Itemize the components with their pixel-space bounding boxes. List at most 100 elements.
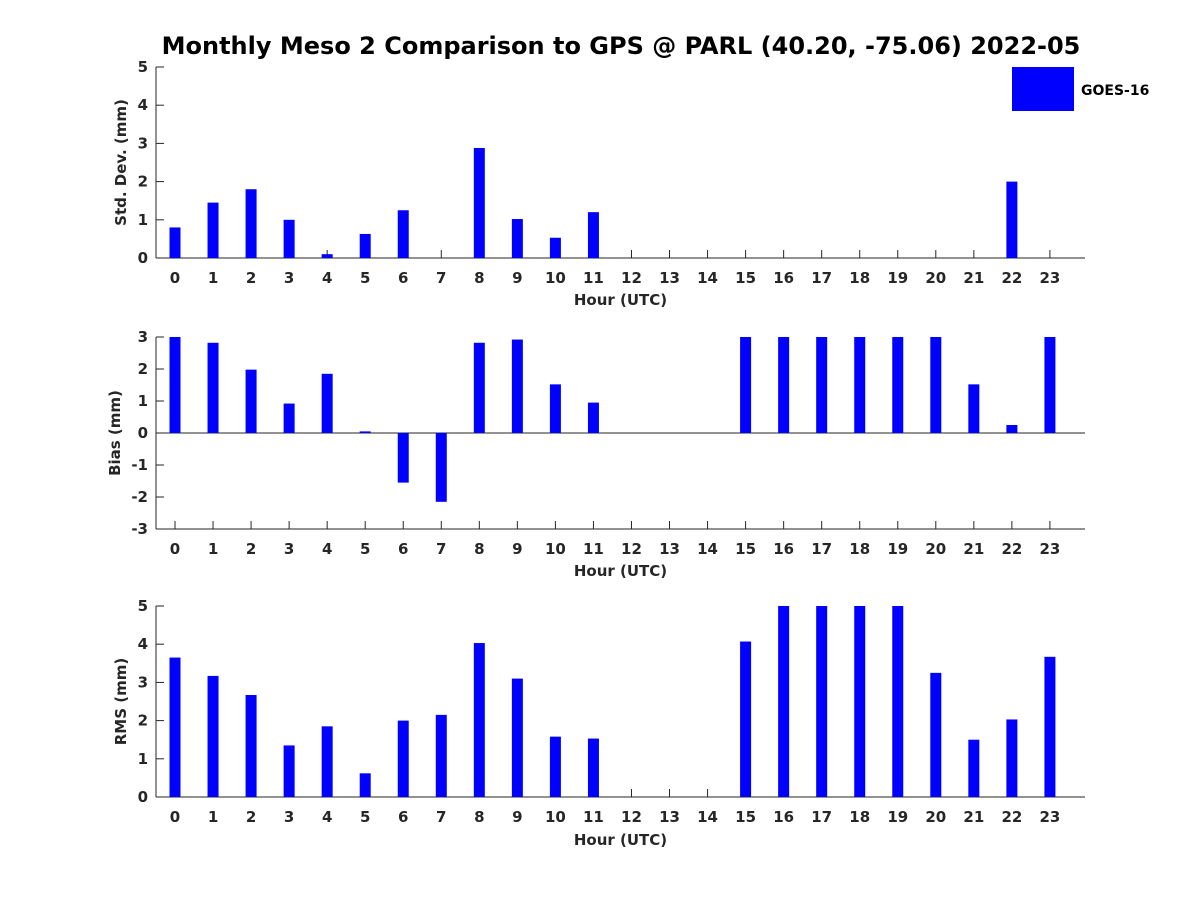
- bar-bias-hour-19: [892, 337, 904, 433]
- bar-rms-hour-3: [283, 745, 295, 797]
- x-tick-label: 23: [1039, 808, 1060, 826]
- x-tick-label: 19: [887, 269, 908, 287]
- x-tick-label: 22: [1001, 808, 1022, 826]
- x-tick-label: 13: [659, 540, 680, 558]
- x-tick-label: 8: [474, 808, 484, 826]
- x-tick-label: 11: [583, 269, 604, 287]
- y-tick-label: 0: [138, 424, 148, 442]
- y-tick-label: 1: [138, 750, 148, 768]
- x-tick-label: 1: [208, 269, 218, 287]
- bar-rms-hour-19: [892, 606, 904, 797]
- x-tick-label: 2: [246, 540, 256, 558]
- x-tick-label: 7: [436, 808, 446, 826]
- bar-rms-hour-15: [740, 641, 752, 797]
- bar-std-dev-hour-4: [321, 254, 333, 258]
- x-tick-label: 4: [322, 540, 332, 558]
- x-tick-label: 2: [246, 269, 256, 287]
- bar-std-dev-hour-5: [359, 233, 371, 258]
- bar-rms-hour-20: [930, 672, 942, 797]
- y-tick-label: 1: [138, 211, 148, 229]
- x-tick-label: 15: [735, 540, 756, 558]
- legend-swatch: [1012, 67, 1074, 111]
- x-tick-label: 19: [887, 540, 908, 558]
- x-tick-label: 10: [545, 540, 566, 558]
- x-tick-label: 20: [925, 540, 946, 558]
- x-tick-label: 0: [170, 808, 180, 826]
- x-tick-label: 11: [583, 808, 604, 826]
- x-tick-label: 11: [583, 540, 604, 558]
- x-tick-label: 16: [773, 808, 794, 826]
- x-tick-label: 9: [512, 540, 522, 558]
- y-tick-label: 5: [138, 58, 148, 76]
- x-tick-label: 16: [773, 540, 794, 558]
- x-tick-label: 6: [398, 269, 408, 287]
- x-tick-label: 17: [811, 540, 832, 558]
- x-axis-label: Hour (UTC): [574, 291, 667, 309]
- x-tick-label: 8: [474, 269, 484, 287]
- bar-rms-hour-23: [1044, 656, 1056, 797]
- bar-bias-hour-1: [207, 342, 219, 433]
- bar-bias-hour-11: [587, 402, 599, 433]
- bar-rms-hour-1: [207, 675, 219, 797]
- bar-rms-hour-2: [245, 695, 257, 797]
- y-axis-label: Std. Dev. (mm): [112, 99, 130, 226]
- x-tick-label: 15: [735, 269, 756, 287]
- x-tick-label: 17: [811, 269, 832, 287]
- y-tick-label: 3: [138, 673, 148, 691]
- x-tick-label: 23: [1039, 269, 1060, 287]
- bar-bias-hour-0: [169, 337, 181, 433]
- bar-bias-hour-21: [968, 384, 980, 433]
- y-axis-label: Bias (mm): [106, 390, 124, 476]
- bar-rms-hour-9: [511, 678, 523, 797]
- x-tick-label: 13: [659, 808, 680, 826]
- y-tick-label: -3: [131, 520, 148, 538]
- x-tick-label: 8: [474, 540, 484, 558]
- bar-rms-hour-21: [968, 739, 980, 797]
- bar-std-dev-hour-3: [283, 219, 295, 258]
- bar-bias-hour-6: [397, 433, 409, 483]
- x-tick-label: 14: [697, 540, 718, 558]
- x-tick-label: 6: [398, 540, 408, 558]
- x-tick-label: 9: [512, 269, 522, 287]
- x-tick-label: 0: [170, 540, 180, 558]
- bar-std-dev-hour-8: [473, 147, 485, 258]
- y-tick-label: 1: [138, 392, 148, 410]
- x-tick-label: 10: [545, 269, 566, 287]
- bar-bias-hour-22: [1006, 425, 1018, 433]
- bar-rms-hour-17: [816, 606, 828, 797]
- x-tick-label: 20: [925, 269, 946, 287]
- y-tick-label: 4: [138, 96, 148, 114]
- y-tick-label: 5: [138, 597, 148, 615]
- bar-bias-hour-18: [854, 337, 866, 433]
- y-tick-label: 2: [138, 712, 148, 730]
- x-tick-label: 12: [621, 269, 642, 287]
- x-tick-label: 17: [811, 808, 832, 826]
- x-tick-label: 18: [849, 269, 870, 287]
- x-tick-label: 23: [1039, 540, 1060, 558]
- bar-rms-hour-11: [587, 738, 599, 797]
- y-axis-label: RMS (mm): [112, 658, 130, 745]
- y-tick-label: 2: [138, 173, 148, 191]
- x-tick-label: 2: [246, 808, 256, 826]
- bar-rms-hour-18: [854, 606, 866, 797]
- bar-bias-hour-9: [511, 339, 523, 433]
- bar-rms-hour-16: [778, 606, 790, 797]
- x-tick-label: 19: [887, 808, 908, 826]
- x-tick-label: 0: [170, 269, 180, 287]
- bar-rms-hour-4: [321, 726, 333, 797]
- x-tick-label: 5: [360, 269, 370, 287]
- bar-std-dev-hour-1: [207, 202, 219, 258]
- x-tick-label: 1: [208, 808, 218, 826]
- x-tick-label: 7: [436, 540, 446, 558]
- x-tick-label: 9: [512, 808, 522, 826]
- x-tick-label: 5: [360, 540, 370, 558]
- bar-std-dev-hour-22: [1006, 181, 1018, 258]
- y-tick-label: 3: [138, 328, 148, 346]
- bar-bias-hour-17: [816, 337, 828, 433]
- x-tick-label: 14: [697, 269, 718, 287]
- x-tick-label: 18: [849, 540, 870, 558]
- y-tick-label: 2: [138, 360, 148, 378]
- bar-bias-hour-2: [245, 369, 257, 433]
